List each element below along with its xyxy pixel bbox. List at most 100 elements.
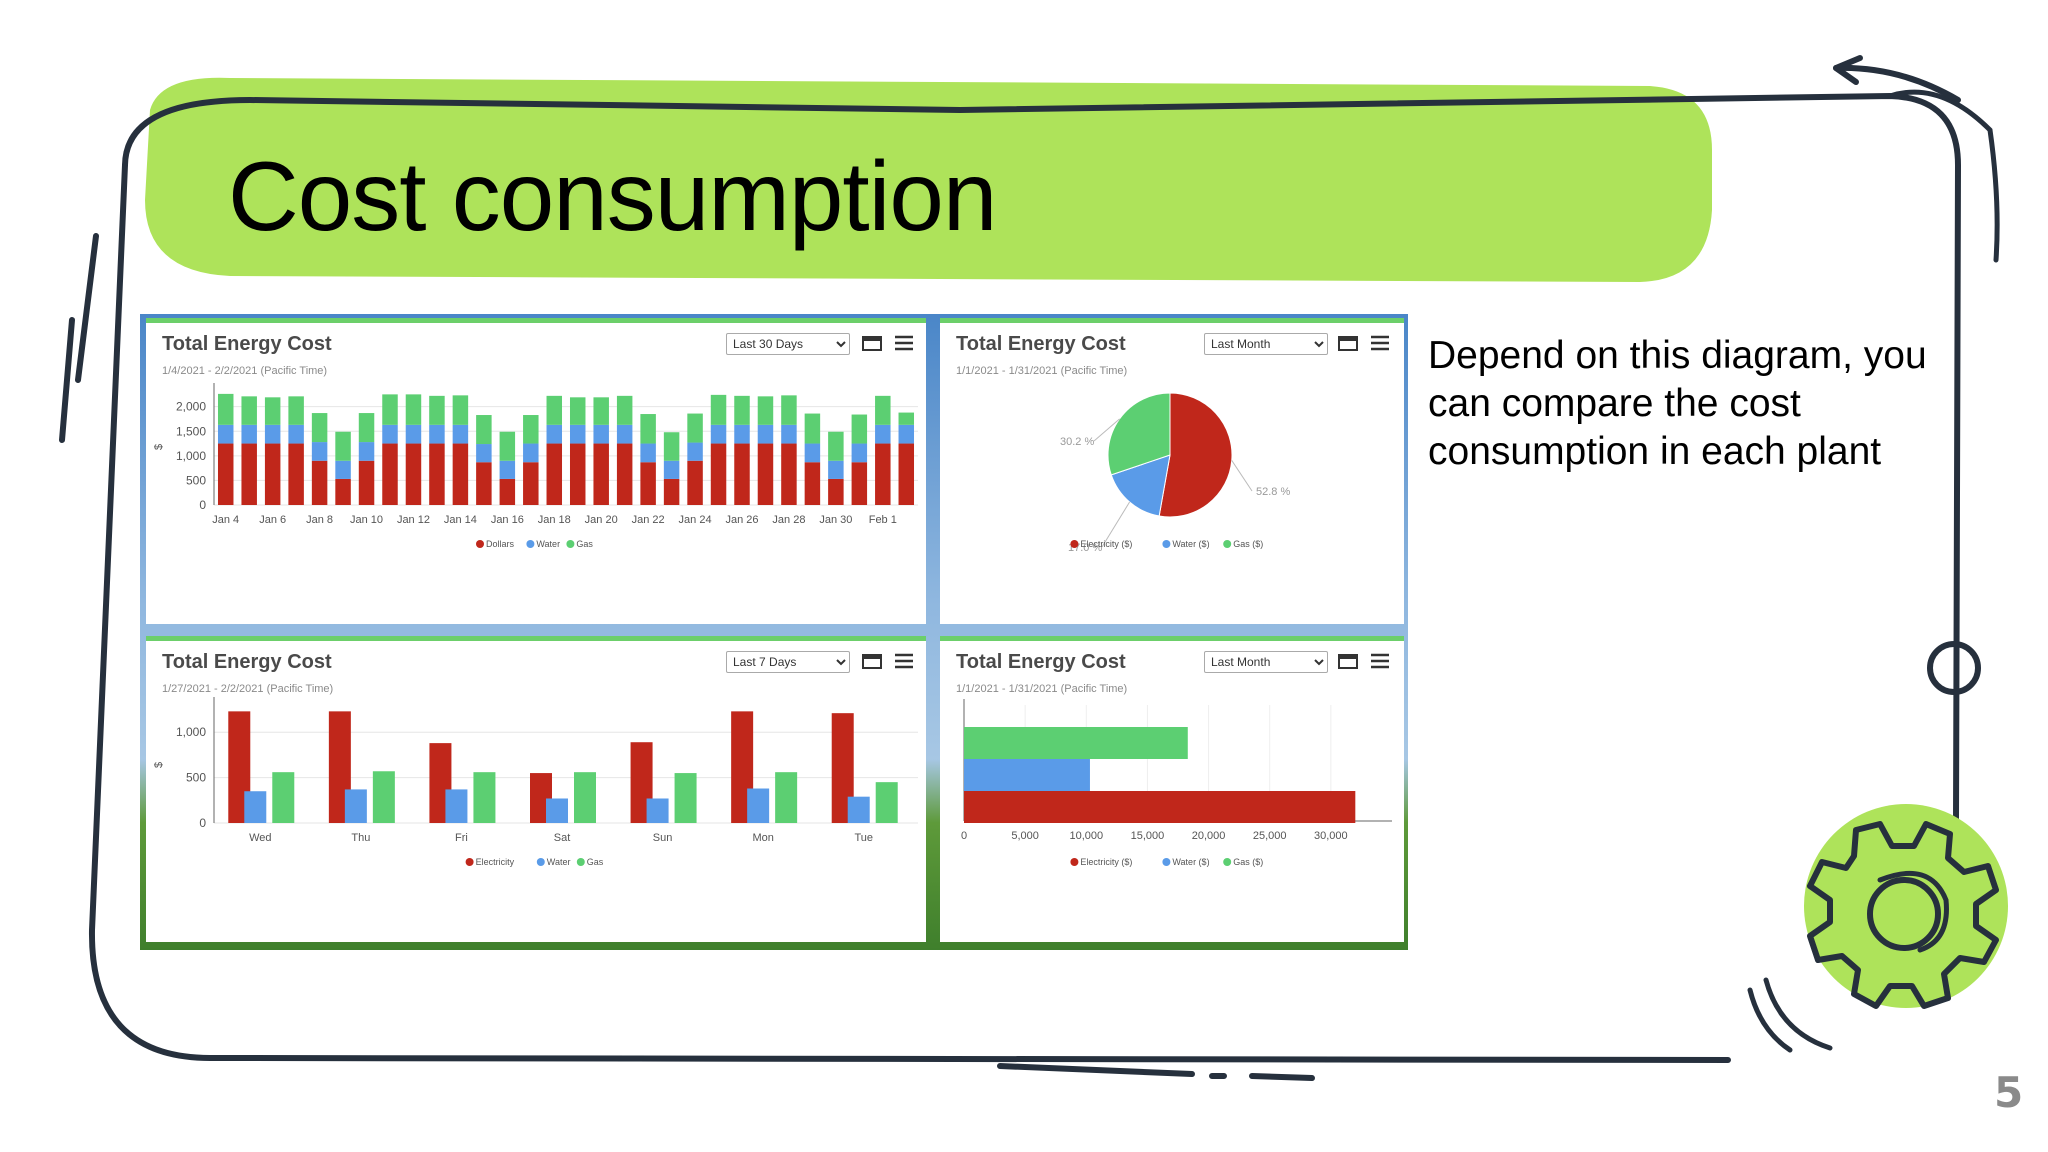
pie-value-label: 52.8 % [1256, 486, 1290, 498]
bar [646, 798, 669, 823]
bar-segment [687, 442, 703, 461]
bar-segment [640, 462, 656, 505]
maximize-icon[interactable] [862, 654, 882, 669]
frame-outline-left [88, 162, 1731, 1063]
bar [372, 771, 395, 823]
bar [473, 772, 496, 823]
menu-icon[interactable] [1370, 653, 1390, 669]
bar [546, 798, 568, 823]
bar-segment [241, 443, 257, 505]
bar-segment [217, 424, 234, 444]
bar-segment [593, 424, 609, 444]
legend-label: Dollars [486, 539, 515, 549]
maximize-icon[interactable] [1338, 336, 1358, 351]
bar-segment [828, 431, 844, 461]
bar-segment [452, 443, 469, 505]
bar-segment [546, 424, 563, 444]
menu-icon[interactable] [1370, 335, 1390, 351]
bar-segment [828, 478, 844, 505]
bar-segment [335, 431, 351, 461]
bar-segment [851, 443, 868, 463]
bottom-dashes [997, 1063, 1315, 1081]
x-tick-label: Tue [854, 832, 873, 844]
bar-segment [687, 460, 703, 505]
frame-outline-top-right [1887, 89, 2000, 263]
x-tick-label: Jan 10 [350, 514, 383, 526]
panel-title: Total Energy Cost [162, 651, 332, 673]
x-tick-label: Fri [455, 832, 468, 844]
bar-segment [851, 462, 868, 505]
range-select[interactable]: Last 30 Days [726, 333, 850, 355]
bar-segment [523, 462, 539, 505]
x-tick-label: Jan 24 [679, 514, 712, 526]
bar-segment [781, 424, 797, 444]
bar [964, 759, 1090, 791]
slide-description: Depend on this diagram, you can compare … [1428, 334, 1927, 473]
pie-leader [1231, 460, 1253, 492]
bar-segment [288, 443, 304, 505]
bar-segment [593, 443, 609, 505]
legend-marker [1223, 540, 1232, 548]
legend-marker [1070, 858, 1079, 866]
bar-segment [288, 424, 304, 444]
bar-segment [405, 424, 422, 444]
bar [344, 789, 367, 823]
bar [445, 789, 468, 823]
legend-label: Water [547, 857, 571, 867]
bar-segment [264, 397, 281, 425]
legend-marker [476, 540, 484, 548]
panel-monthly-totals: Total Energy Cost 1/1/2021 - 1/31/2021 (… [940, 636, 1404, 942]
x-tick-label: 10,000 [1069, 830, 1103, 842]
range-select[interactable]: Last 7 Days [726, 651, 850, 673]
x-tick-label: Jan 26 [725, 514, 758, 526]
pie-leader [1101, 501, 1131, 548]
frame-outline [122, 92, 1962, 823]
maximize-icon[interactable] [1338, 654, 1358, 669]
x-tick-label: 5,000 [1011, 830, 1039, 842]
bar-segment [523, 443, 539, 463]
x-tick-label: Feb 1 [869, 514, 897, 526]
bar [244, 791, 267, 823]
bar-segment [429, 443, 445, 505]
legend-marker [465, 858, 474, 866]
legend-label: Electricity ($) [1080, 857, 1132, 867]
x-tick-label: 30,000 [1314, 830, 1348, 842]
legend-marker [1162, 858, 1171, 866]
x-tick-label: Jan 16 [491, 514, 524, 526]
bar-segment [804, 413, 821, 444]
bar-segment [264, 443, 281, 505]
bar-segment [616, 424, 633, 444]
bar-segment [851, 414, 868, 444]
bar-segment [875, 424, 891, 444]
bar-segment [499, 478, 516, 505]
menu-icon[interactable] [894, 335, 914, 351]
bar-segment [335, 460, 351, 479]
bar-segment [311, 413, 328, 443]
menu-icon[interactable] [894, 653, 914, 669]
x-tick-label: Jan 18 [538, 514, 571, 526]
panel-title: Total Energy Cost [956, 651, 1126, 673]
maximize-icon[interactable] [862, 336, 882, 351]
legend-label: Gas ($) [1233, 857, 1263, 867]
range-select[interactable]: Last Month [1204, 651, 1328, 673]
bar-segment [382, 424, 398, 444]
bar-segment [358, 460, 375, 505]
panel-daily-cost: Total Energy Cost 1/4/2021 - 2/2/2021 (P… [146, 318, 926, 624]
legend-marker [1070, 540, 1079, 548]
bar-segment [241, 424, 257, 444]
panel-weekly-cost: Total Energy Cost 1/27/2021 - 2/2/2021 (… [146, 636, 926, 942]
bar-segment [663, 478, 680, 505]
panel-date-range: 1/1/2021 - 1/31/2021 (Pacific Time) [956, 683, 1128, 695]
legend-label: Gas ($) [1233, 539, 1263, 549]
bar-segment [358, 413, 375, 443]
legend-label: Electricity [476, 857, 515, 867]
bar-segment [757, 424, 774, 444]
bar-segment [640, 443, 656, 463]
bar-segment [898, 443, 915, 505]
legend-label: Gas [587, 857, 604, 867]
range-select[interactable]: Last Month [1204, 333, 1328, 355]
x-tick-label: Jan 6 [259, 514, 286, 526]
x-tick-label: Jan 12 [397, 514, 430, 526]
panel-cost-share: Total Energy Cost 1/1/2021 - 1/31/2021 (… [940, 318, 1404, 624]
